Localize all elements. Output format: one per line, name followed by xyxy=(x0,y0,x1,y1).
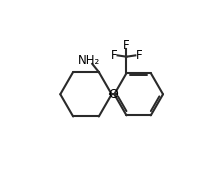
Text: F: F xyxy=(111,49,117,62)
Text: F: F xyxy=(136,49,142,62)
Text: O: O xyxy=(108,88,118,101)
Text: NH₂: NH₂ xyxy=(78,54,100,67)
Text: F: F xyxy=(123,39,130,52)
